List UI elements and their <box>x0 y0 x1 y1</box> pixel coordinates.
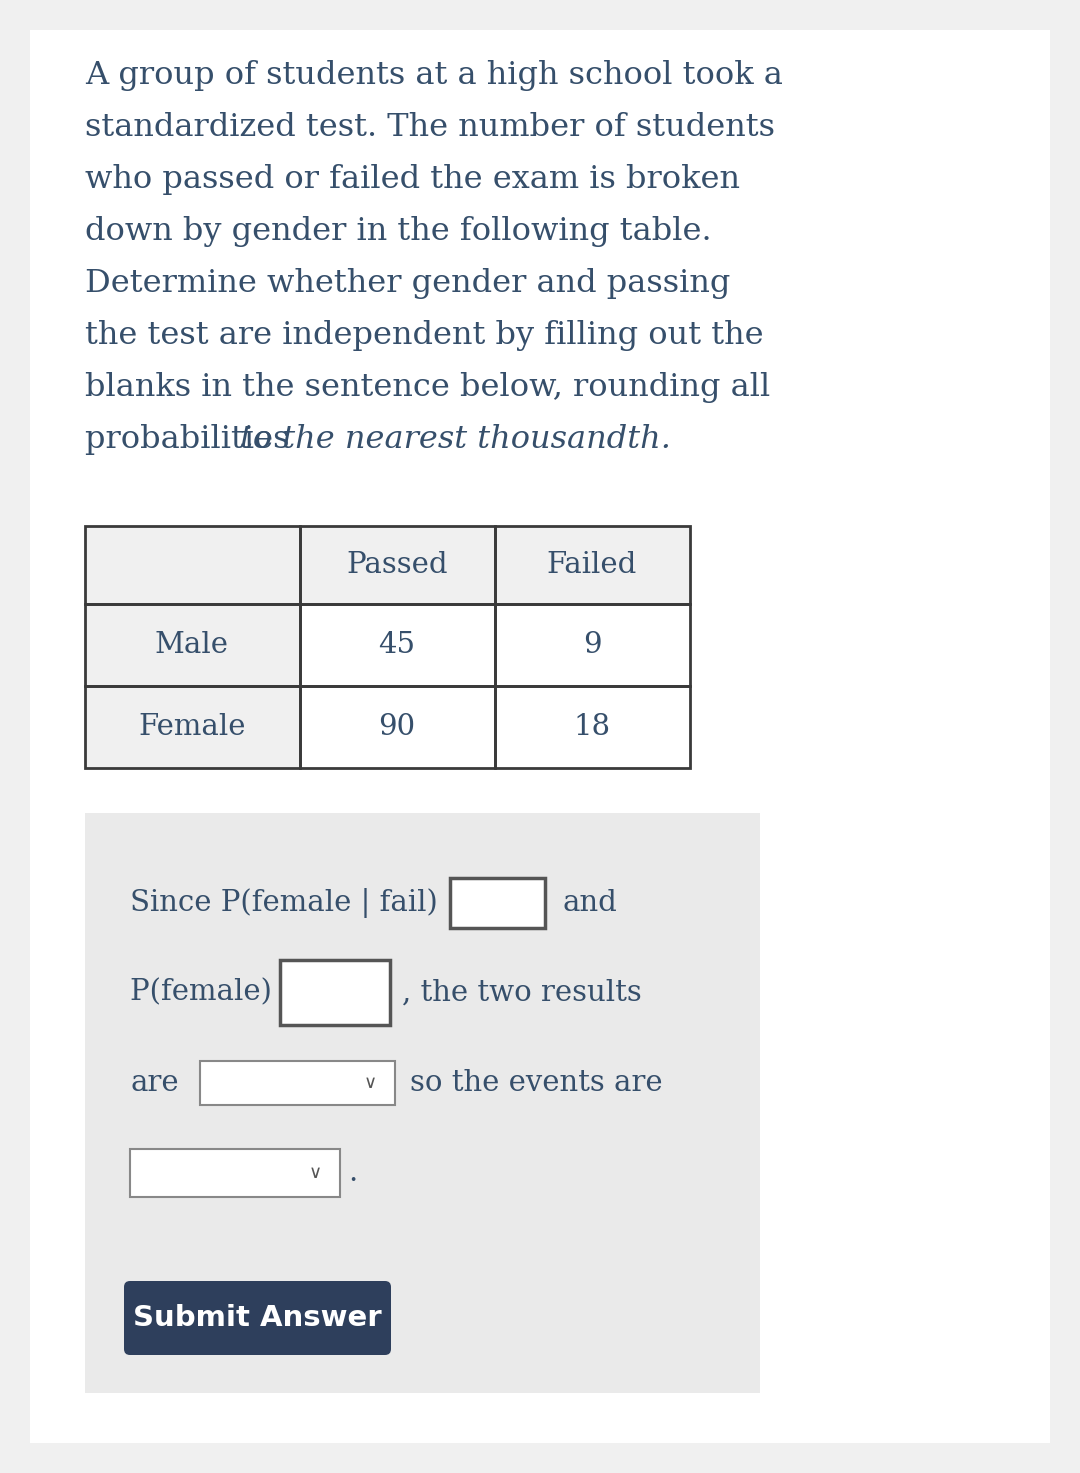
Text: so the events are: so the events are <box>410 1068 663 1096</box>
Text: Failed: Failed <box>546 551 637 579</box>
Text: ∨: ∨ <box>364 1074 377 1091</box>
Text: Male: Male <box>156 630 229 658</box>
FancyBboxPatch shape <box>85 813 760 1393</box>
FancyBboxPatch shape <box>495 604 690 685</box>
FancyBboxPatch shape <box>495 526 690 604</box>
FancyBboxPatch shape <box>300 526 495 604</box>
Text: 9: 9 <box>583 630 602 658</box>
FancyBboxPatch shape <box>124 1282 391 1355</box>
FancyBboxPatch shape <box>280 959 390 1025</box>
Text: Female: Female <box>138 713 246 741</box>
Text: Passed: Passed <box>347 551 448 579</box>
FancyBboxPatch shape <box>300 685 495 767</box>
Text: , the two results: , the two results <box>402 978 642 1006</box>
Text: 18: 18 <box>573 713 610 741</box>
Text: .: . <box>348 1159 357 1187</box>
Text: the test are independent by filling out the: the test are independent by filling out … <box>85 320 764 351</box>
Text: down by gender in the following table.: down by gender in the following table. <box>85 217 712 247</box>
Text: Submit Answer: Submit Answer <box>133 1304 381 1332</box>
FancyBboxPatch shape <box>85 526 300 604</box>
FancyBboxPatch shape <box>495 685 690 767</box>
Text: ∨: ∨ <box>309 1164 322 1181</box>
Text: to the nearest thousandth.: to the nearest thousandth. <box>240 424 671 455</box>
FancyBboxPatch shape <box>85 685 300 767</box>
Text: 45: 45 <box>378 630 416 658</box>
Text: are: are <box>130 1068 178 1096</box>
Text: 90: 90 <box>378 713 416 741</box>
Text: and: and <box>563 888 618 916</box>
Text: A group of students at a high school took a: A group of students at a high school too… <box>85 60 783 91</box>
FancyBboxPatch shape <box>85 604 300 685</box>
Text: standardized test. The number of students: standardized test. The number of student… <box>85 112 775 143</box>
Text: who passed or failed the exam is broken: who passed or failed the exam is broken <box>85 164 740 194</box>
Text: P(female) =: P(female) = <box>130 978 306 1006</box>
Text: Determine whether gender and passing: Determine whether gender and passing <box>85 268 730 299</box>
FancyBboxPatch shape <box>300 604 495 685</box>
Text: blanks in the sentence below, rounding all: blanks in the sentence below, rounding a… <box>85 373 770 404</box>
FancyBboxPatch shape <box>30 29 1050 1444</box>
FancyBboxPatch shape <box>130 1149 340 1196</box>
Text: probabilities: probabilities <box>85 424 299 455</box>
FancyBboxPatch shape <box>450 878 545 928</box>
FancyBboxPatch shape <box>200 1061 395 1105</box>
Text: Since P(female | fail) =: Since P(female | fail) = <box>130 888 472 918</box>
